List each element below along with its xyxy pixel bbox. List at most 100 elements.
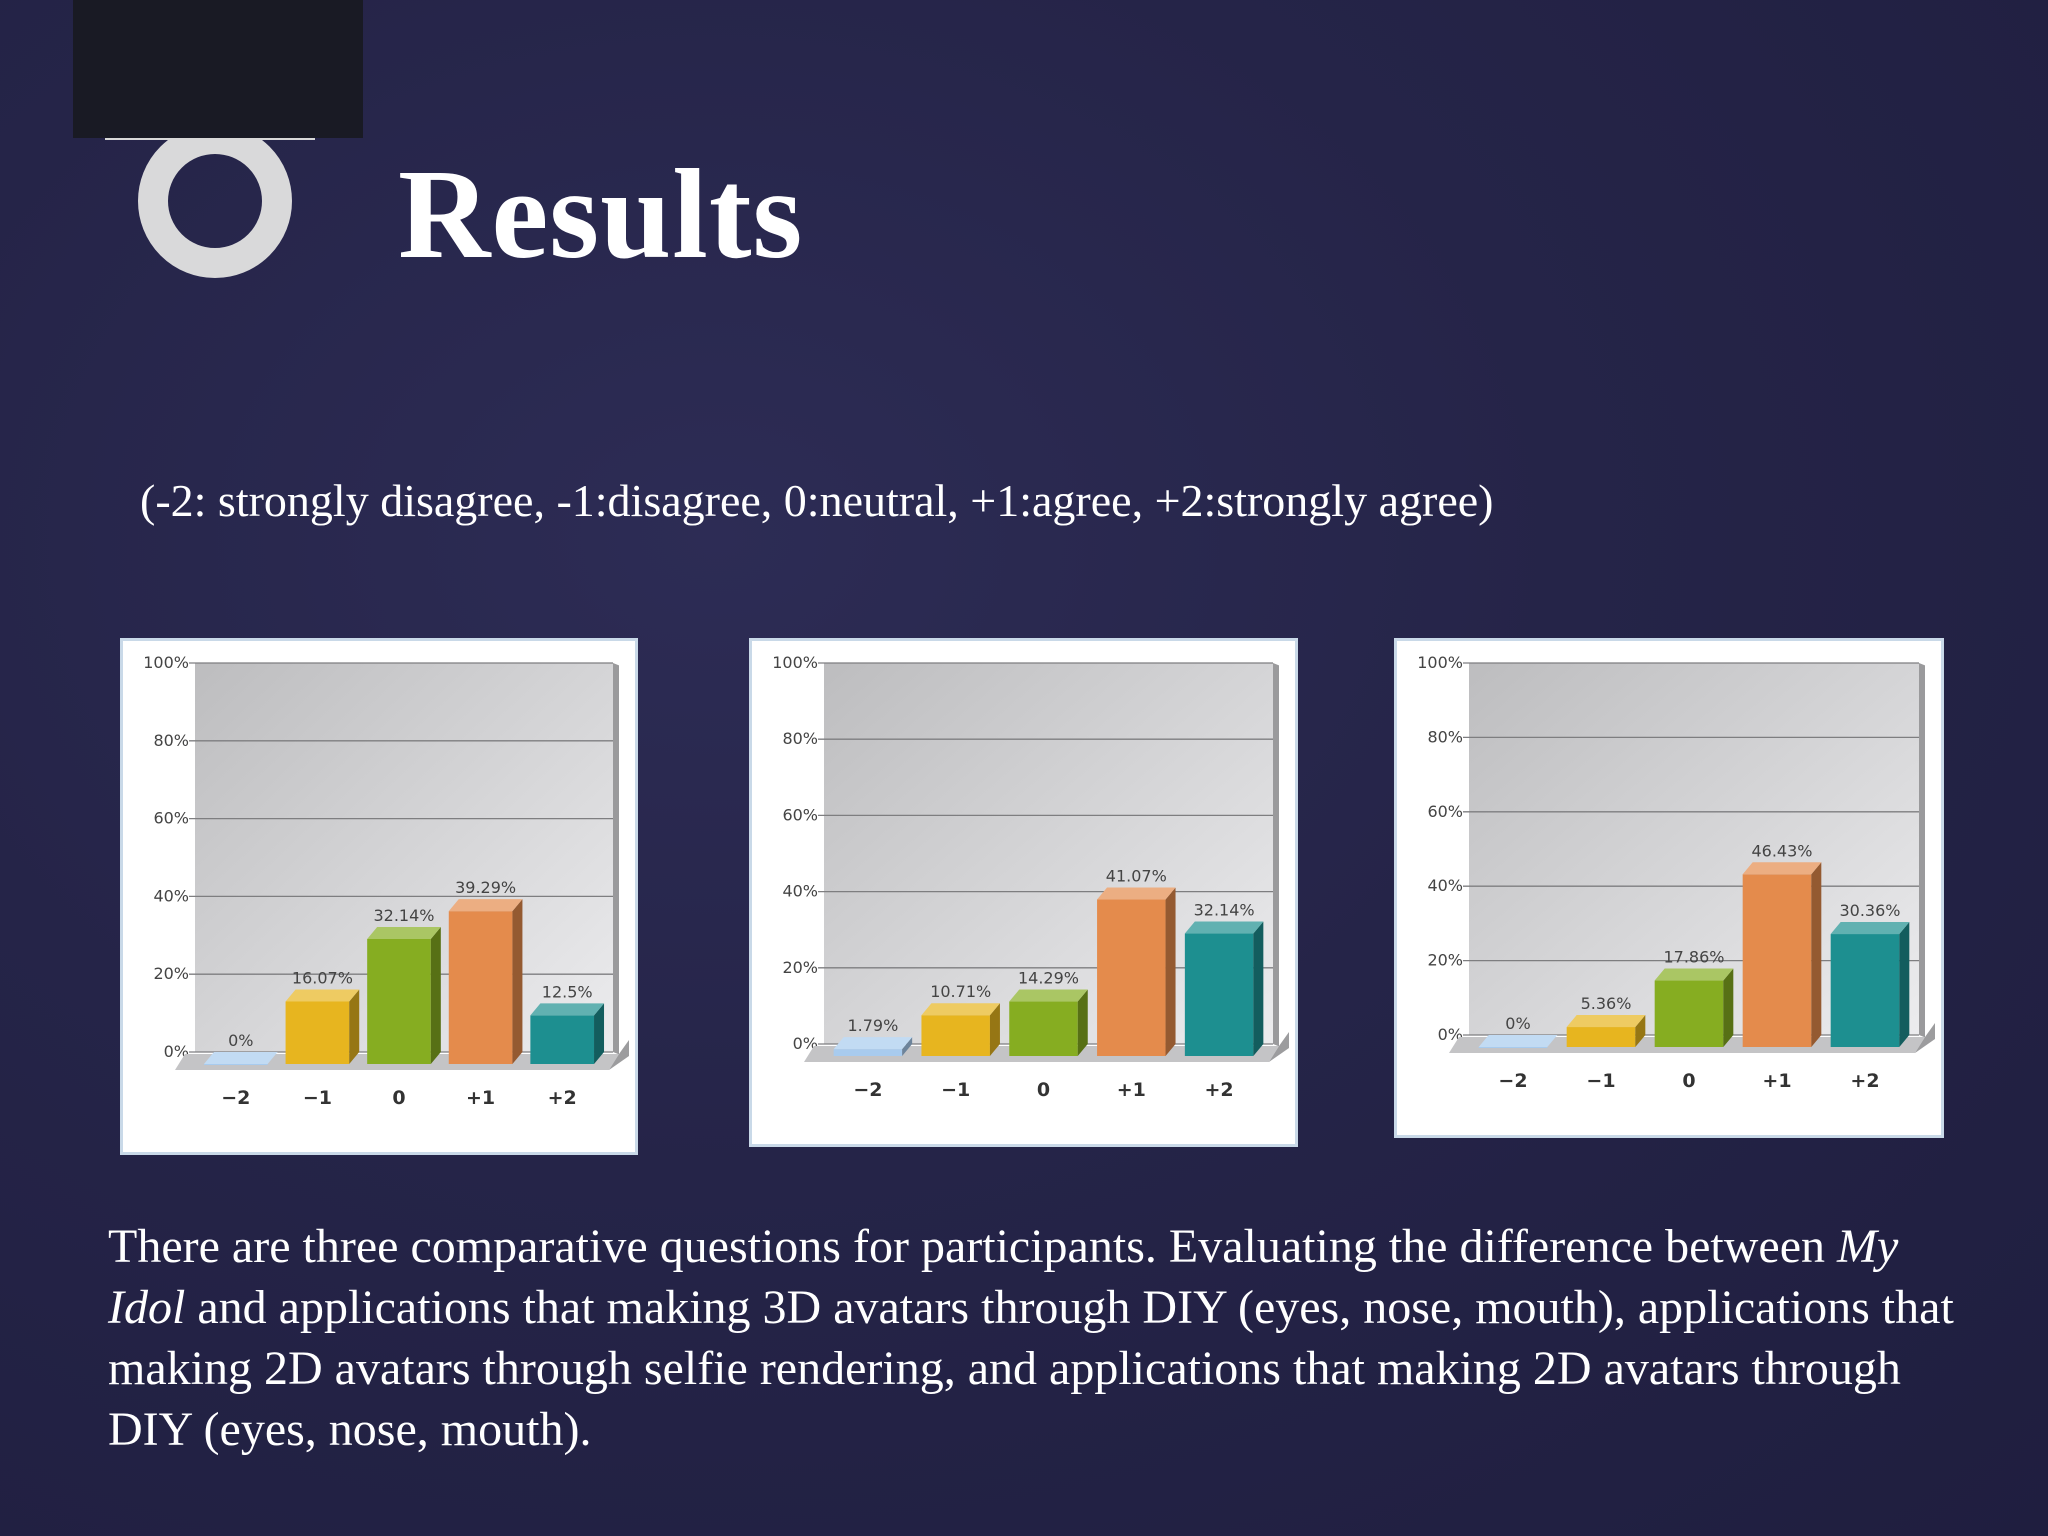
dark-header-block xyxy=(73,0,363,138)
bar-side xyxy=(1253,921,1264,1056)
scale-legend-note: (-2: strongly disagree, -1:disagree, 0:n… xyxy=(140,475,1494,526)
x-tick-label: 0 xyxy=(392,1087,405,1109)
y-tick-label: 0% xyxy=(164,1042,189,1061)
bar-top xyxy=(833,1037,913,1050)
bar xyxy=(203,1064,268,1065)
bar-value-label: 16.07% xyxy=(292,968,353,987)
bar-top xyxy=(448,899,523,912)
bar-side xyxy=(1811,862,1822,1047)
y-tick-label: 60% xyxy=(782,805,818,824)
x-tick-label: +2 xyxy=(1205,1079,1234,1101)
x-tick-label: −2 xyxy=(221,1087,250,1109)
bar-top xyxy=(530,1003,605,1016)
bar-value-label: 14.29% xyxy=(1018,969,1079,988)
bar-chart-1: 0% 20% 40% 60% 80% 100% 0% −2 16.07% −1 32.14% 0 39.… xyxy=(143,653,629,1109)
bar-top xyxy=(285,989,360,1002)
bar-side xyxy=(989,1003,1000,1056)
bar xyxy=(1742,874,1812,1047)
plot-side xyxy=(613,663,619,1055)
floor-side xyxy=(609,1040,629,1070)
y-tick-label: 0% xyxy=(1438,1025,1463,1044)
x-tick-label: 0 xyxy=(1682,1070,1695,1092)
bar xyxy=(448,911,513,1064)
ring-icon xyxy=(138,140,292,278)
bar-chart-2: 0% 20% 40% 60% 80% 100% 1.79% −2 10.71% −1 14.29% 0… xyxy=(772,653,1289,1101)
bar xyxy=(530,1015,595,1064)
x-tick-label: +2 xyxy=(1850,1070,1879,1092)
bar xyxy=(1654,980,1724,1047)
bar-side xyxy=(1635,1015,1646,1047)
bar xyxy=(1830,934,1900,1047)
bar xyxy=(921,1015,990,1056)
y-tick-label: 0% xyxy=(793,1034,818,1053)
y-tick-label: 100% xyxy=(772,653,818,672)
bar-side xyxy=(1899,922,1910,1047)
x-tick-label: −1 xyxy=(303,1087,332,1109)
body-text-start: There are three comparative questions fo… xyxy=(108,1220,1838,1273)
chart-panel-3: 0% 20% 40% 60% 80% 100% 0% −2 5.36% −1 17.86% 0 46.4… xyxy=(1394,638,1944,1138)
bar-top xyxy=(1184,921,1264,934)
chart-panel-2: 0% 20% 40% 60% 80% 100% 1.79% −2 10.71% −1 14.29% 0… xyxy=(749,638,1298,1147)
y-tick-label: 40% xyxy=(153,886,189,905)
bar-value-label: 30.36% xyxy=(1839,901,1900,920)
bar-value-label: 32.14% xyxy=(373,906,434,925)
y-tick-label: 80% xyxy=(1427,727,1463,746)
floor-side xyxy=(1269,1032,1289,1062)
bar-value-label: 17.86% xyxy=(1663,948,1724,967)
decorative-line xyxy=(105,138,315,140)
bar xyxy=(1184,933,1254,1056)
bar xyxy=(833,1049,903,1056)
y-tick-label: 100% xyxy=(143,653,189,672)
y-tick-label: 60% xyxy=(1427,802,1463,821)
bar-top xyxy=(1830,922,1910,935)
bar-chart-3: 0% 20% 40% 60% 80% 100% 0% −2 5.36% −1 17.86% 0 46.4… xyxy=(1417,653,1935,1092)
bar xyxy=(367,938,431,1064)
x-tick-label: −1 xyxy=(941,1079,970,1101)
bar-top xyxy=(1566,1015,1646,1028)
app-name-italic: My Idol xyxy=(108,1220,1899,1334)
bar-side xyxy=(430,926,441,1064)
bar-side xyxy=(1165,887,1176,1056)
bar-value-label: 46.43% xyxy=(1751,841,1812,860)
y-tick-label: 80% xyxy=(782,729,818,748)
y-tick-label: 40% xyxy=(782,882,818,901)
y-tick-label: 20% xyxy=(153,964,189,983)
bar-top xyxy=(1478,1035,1558,1047)
bar-side xyxy=(1077,989,1088,1056)
y-tick-label: 60% xyxy=(153,809,189,828)
y-tick-label: 100% xyxy=(1417,653,1463,672)
bar-side xyxy=(512,899,523,1064)
bar-side xyxy=(349,989,360,1064)
bar-value-label: 10.71% xyxy=(930,982,991,1001)
bar-value-label: 5.36% xyxy=(1581,994,1632,1013)
body-paragraph: There are three comparative questions fo… xyxy=(108,1216,1968,1460)
y-tick-label: 20% xyxy=(782,958,818,977)
x-tick-label: −1 xyxy=(1586,1070,1615,1092)
floor-side xyxy=(1915,1023,1935,1053)
bar-value-label: 0% xyxy=(228,1031,253,1050)
x-tick-label: −2 xyxy=(1498,1070,1527,1092)
slide-title: Results xyxy=(398,143,804,285)
bar-top xyxy=(367,926,441,939)
bar-value-label: 12.5% xyxy=(542,982,593,1001)
y-tick-label: 80% xyxy=(153,731,189,750)
x-tick-label: 0 xyxy=(1037,1079,1050,1101)
bar-value-label: 0% xyxy=(1505,1014,1530,1033)
bar xyxy=(1097,899,1166,1056)
body-text-end: and applications that making 3D avatars … xyxy=(108,1281,1954,1456)
x-tick-label: +2 xyxy=(548,1087,577,1109)
bar xyxy=(1566,1027,1636,1047)
bar xyxy=(285,1001,350,1064)
bar-top xyxy=(203,1052,278,1064)
x-tick-label: −2 xyxy=(853,1079,882,1101)
bar-top xyxy=(1742,862,1822,875)
bar-top xyxy=(1654,968,1734,981)
bar-value-label: 39.29% xyxy=(455,878,516,897)
bar-value-label: 1.79% xyxy=(847,1016,898,1035)
bar xyxy=(1009,1001,1078,1056)
bar xyxy=(1478,1047,1548,1048)
bar-side xyxy=(1723,968,1734,1047)
bar-value-label: 32.14% xyxy=(1194,901,1255,920)
plot-side xyxy=(1919,663,1925,1038)
bar-side xyxy=(902,1037,913,1056)
